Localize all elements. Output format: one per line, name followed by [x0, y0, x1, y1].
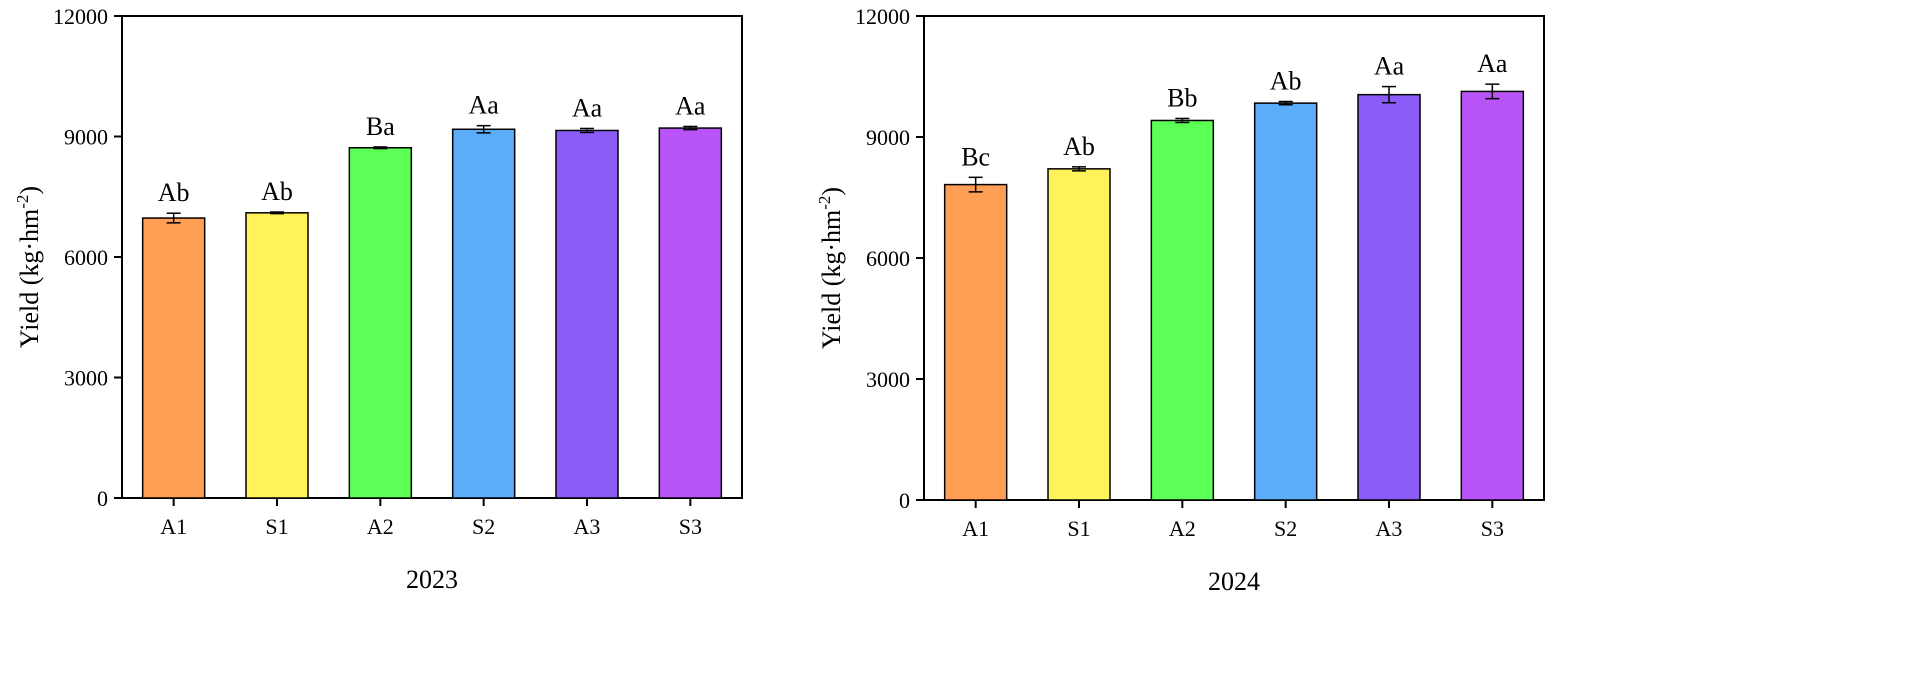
significance-label: Aa — [675, 91, 706, 120]
bar-a2 — [348, 146, 413, 499]
y-tick-label: 9000 — [64, 125, 108, 150]
chart-2024: 0 3000 6000 9000 12000 Bc A1 Ab S1 Bb A2 Ab S2 Aa A3 Aa… — [815, 4, 1545, 596]
x-tick-label: S1 — [1067, 516, 1090, 541]
x-tick-label: A2 — [1169, 516, 1196, 541]
bar-a1 — [943, 183, 1008, 501]
x-tick-label: A3 — [574, 514, 601, 539]
significance-label: Aa — [1477, 49, 1508, 78]
x-tick-label: S2 — [472, 514, 495, 539]
y-tick-label: 6000 — [64, 245, 108, 270]
x-tick-label: S3 — [679, 514, 702, 539]
significance-label: Ab — [1270, 67, 1302, 96]
significance-label: Ba — [366, 112, 395, 141]
bar-s1 — [245, 212, 309, 499]
significance-label: Bc — [961, 142, 990, 171]
y-axis-title-sup: -2 — [815, 196, 834, 210]
y-tick-label: 0 — [97, 486, 108, 511]
y-axis-title-close: ) — [15, 186, 44, 195]
bar-s3 — [1460, 90, 1525, 501]
bar-a1 — [141, 217, 206, 499]
x-axis-title: 2023 — [406, 565, 458, 594]
y-tick-label: 12000 — [855, 4, 910, 29]
significance-label: Ab — [158, 178, 190, 207]
significance-label: Aa — [1374, 52, 1405, 81]
x-tick-label: A1 — [160, 514, 187, 539]
y-axis-title: Yield (kg·hm-2) — [815, 187, 846, 349]
significance-label: Ab — [1063, 132, 1095, 161]
bar-s2 — [451, 128, 516, 499]
x-tick-label: S1 — [265, 514, 288, 539]
bar-s3 — [658, 127, 723, 499]
bar-a3 — [1357, 93, 1421, 501]
x-tick-label: A2 — [367, 514, 394, 539]
y-axis-title-main: Yield (kg·hm — [817, 210, 846, 349]
bar-s1 — [1047, 168, 1111, 501]
x-tick-label: S2 — [1274, 516, 1297, 541]
x-tick-label: S3 — [1481, 516, 1504, 541]
y-axis-title: Yield (kg·hm-2) — [13, 186, 44, 348]
y-tick-label: 3000 — [64, 366, 108, 391]
plot-frame — [923, 15, 1545, 501]
bar-a3 — [555, 129, 619, 499]
y-tick-label: 0 — [899, 488, 910, 513]
x-tick-label: A3 — [1376, 516, 1403, 541]
bar-a2 — [1150, 119, 1215, 501]
x-axis-title: 2024 — [1208, 567, 1260, 596]
y-tick-label: 9000 — [866, 125, 910, 150]
significance-label: Aa — [469, 91, 500, 120]
y-axis-title-close: ) — [817, 187, 846, 196]
y-tick-label: 12000 — [53, 4, 108, 29]
y-axis-title-sup: -2 — [13, 195, 32, 209]
y-tick-label: 3000 — [866, 367, 910, 392]
y-tick-label: 6000 — [866, 246, 910, 271]
significance-label: Bb — [1167, 83, 1197, 112]
chart-2023: 0 3000 6000 9000 12000 Ab A1 Ab S1 Ba A2 Aa S2 Aa A3 Aa… — [13, 4, 743, 594]
significance-label: Ab — [261, 177, 293, 206]
significance-label: Aa — [572, 93, 603, 122]
plot-frame — [121, 15, 743, 499]
y-axis-title-main: Yield (kg·hm — [15, 209, 44, 348]
x-tick-label: A1 — [962, 516, 989, 541]
bar-s2 — [1253, 102, 1318, 501]
